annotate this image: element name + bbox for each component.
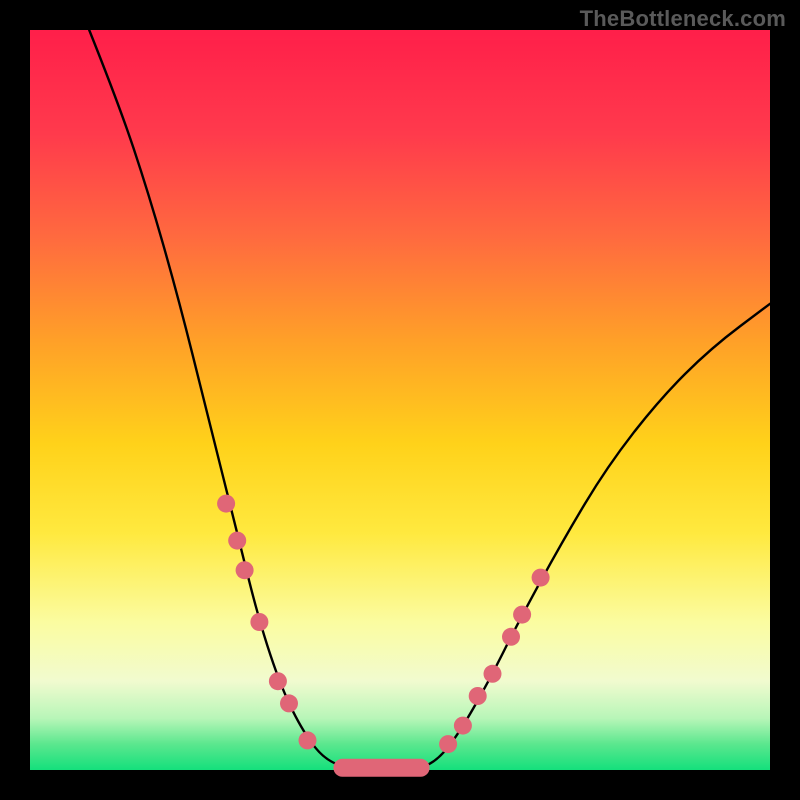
- watermark: TheBottleneck.com: [580, 6, 786, 32]
- bottleneck-chart: [0, 0, 800, 800]
